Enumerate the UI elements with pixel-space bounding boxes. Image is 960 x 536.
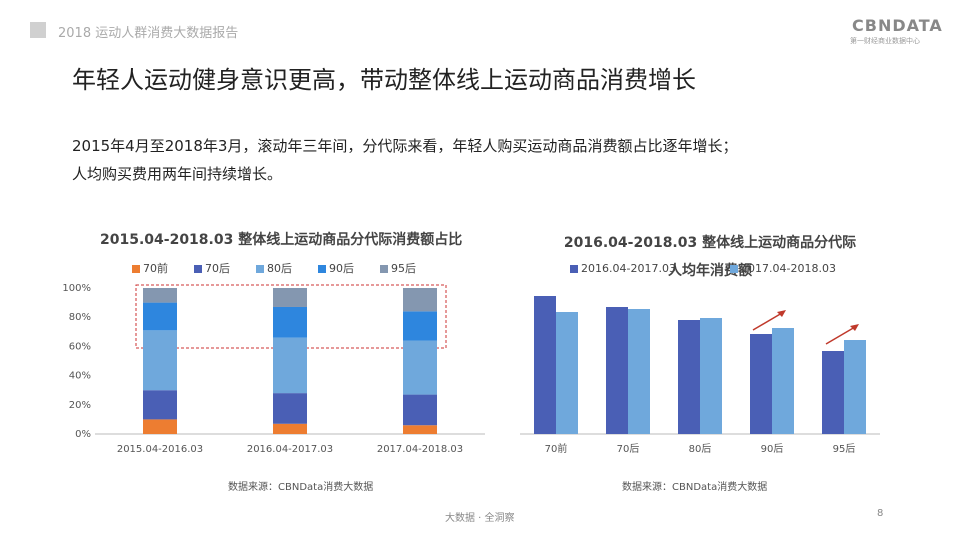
y-tick-label: 100% <box>62 283 91 294</box>
logo-sub: 第一财经商业数据中心 <box>850 37 920 45</box>
bar-segment <box>273 306 307 338</box>
x-tick-label: 80后 <box>689 443 712 455</box>
legend-label: 2016.04-2017.03 <box>581 262 676 275</box>
bar-segment <box>403 340 437 395</box>
x-tick-label: 70后 <box>617 443 640 455</box>
bar-segment <box>143 419 177 434</box>
arrow <box>825 326 856 345</box>
bar-segment <box>273 337 307 394</box>
x-tick-label: 95后 <box>833 443 856 455</box>
legend-label: 90后 <box>329 262 354 275</box>
bar <box>606 307 628 434</box>
logo: CBNDATA <box>852 16 943 35</box>
bar <box>772 328 794 434</box>
source: 数据来源：CBNData消费大数据 <box>622 482 768 493</box>
bar <box>700 318 722 434</box>
report-name: 2018 运动人群消费大数据报告 <box>58 26 239 41</box>
bar-segment <box>143 302 177 331</box>
bar-segment <box>143 288 177 303</box>
arrow-head <box>777 310 786 317</box>
bar <box>750 334 772 434</box>
bar <box>822 351 844 434</box>
x-tick-label: 2016.04-2017.03 <box>247 444 333 455</box>
description-line: 人均购买费用两年间持续增长。 <box>72 165 283 183</box>
bar-segment <box>403 288 437 312</box>
bar-segment <box>403 311 437 341</box>
source: 数据来源：CBNData消费大数据 <box>228 482 374 493</box>
bar-segment <box>273 423 307 434</box>
legend-swatch <box>132 265 140 273</box>
bar-segment <box>143 390 177 420</box>
bar-segment <box>403 394 437 426</box>
legend-label: 70前 <box>143 261 168 275</box>
tagline: 大数据 · 全洞察 <box>445 513 515 524</box>
arrow-head <box>850 324 859 331</box>
y-tick-label: 40% <box>69 371 91 382</box>
y-tick-label: 60% <box>69 341 91 352</box>
bar <box>534 296 556 434</box>
bar-segment <box>143 330 177 391</box>
chart-title: 2015.04-2018.03 整体线上运动商品分代际消费额占比 <box>100 232 463 248</box>
bar <box>678 320 700 434</box>
header-square <box>30 22 46 38</box>
bar-segment <box>273 393 307 424</box>
y-tick-label: 80% <box>69 312 91 323</box>
bar <box>556 312 578 434</box>
legend-swatch <box>380 265 388 273</box>
x-tick-label: 2017.04-2018.03 <box>377 444 463 455</box>
legend-label: 80后 <box>267 262 292 275</box>
legend-label: 2017.04-2018.03 <box>741 262 836 275</box>
bar-segment <box>403 425 437 434</box>
bar <box>844 340 866 434</box>
slide-title: 年轻人运动健身意识更高，带动整体线上运动商品消费增长 <box>72 66 696 94</box>
x-tick-label: 2015.04-2016.03 <box>117 444 203 455</box>
description-line: 2015年4月至2018年3月，滚动年三年间，分代际来看，年轻人购买运动商品消费… <box>72 137 738 155</box>
legend-swatch <box>730 265 738 273</box>
y-tick-label: 0% <box>75 429 91 440</box>
y-tick-label: 20% <box>69 400 91 411</box>
x-tick-label: 70前 <box>545 442 568 455</box>
legend-label: 70后 <box>205 262 230 275</box>
legend-swatch <box>570 265 578 273</box>
legend-label: 95后 <box>391 262 416 275</box>
page-number: 8 <box>877 508 884 519</box>
legend-swatch <box>194 265 202 273</box>
legend-swatch <box>318 265 326 273</box>
legend-swatch <box>256 265 264 273</box>
bar <box>628 309 650 434</box>
bar-segment <box>273 288 307 307</box>
x-tick-label: 90后 <box>761 443 784 455</box>
arrow <box>752 312 783 331</box>
